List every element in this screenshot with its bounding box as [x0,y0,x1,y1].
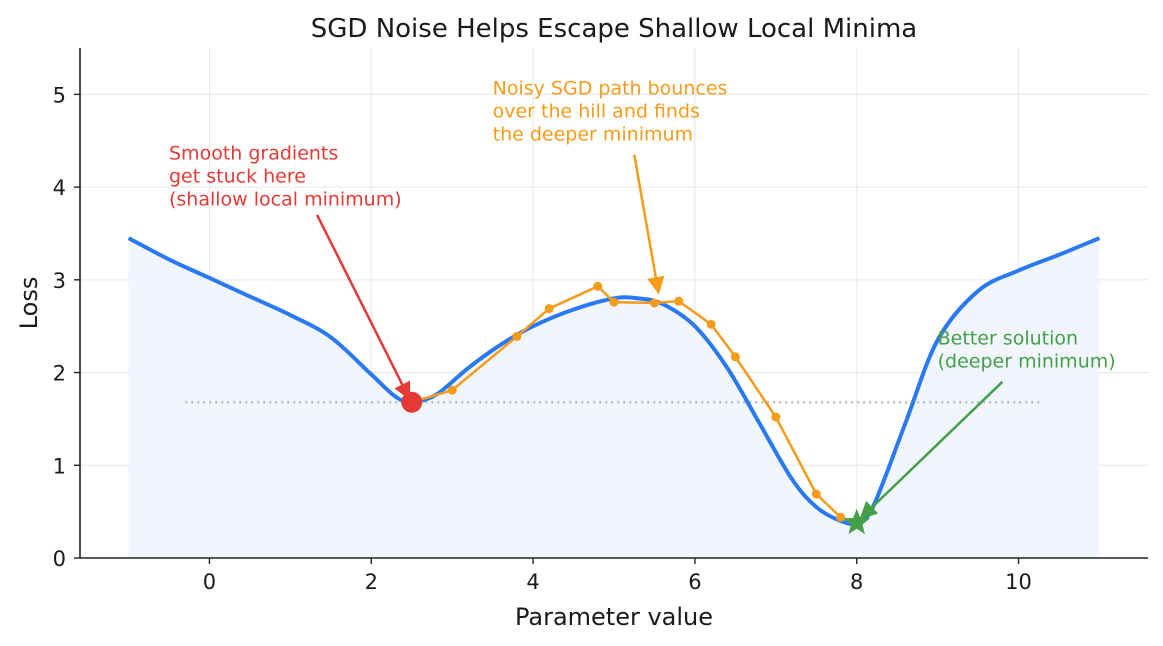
chart-title: SGD Noise Helps Escape Shallow Local Min… [311,14,917,44]
x-tick-label: 6 [688,570,701,594]
x-tick-label: 8 [850,570,863,594]
annotation-line: Noisy SGD path bounces [493,77,728,99]
local-minimum-marker [401,391,423,413]
sgd-point [730,352,740,362]
y-axis-label: Loss [15,277,43,330]
x-tick-label: 0 [203,570,216,594]
x-tick-label: 10 [1005,570,1032,594]
sgd-point [593,281,603,291]
annotation-global-text: Better solution (deeper minimum) [938,328,1116,373]
annotation-line: Smooth gradients [169,142,338,164]
sgd-path-line [411,285,858,524]
annotation-line: the deeper minimum [493,123,693,145]
y-tick-label: 1 [53,454,66,478]
annotation-line: over the hill and finds [493,100,700,122]
y-axis-ticks: 0 1 2 3 4 5 [53,83,80,571]
sgd-point [609,297,619,307]
annotation-local-arrow [315,214,411,401]
annotation-line: Better solution [938,328,1078,350]
annotations: Smooth gradients get stuck here (shallow l… [169,77,1116,520]
annotation-sgd-arrow [632,154,665,295]
annotation-sgd-text: Noisy SGD path bounces over the hill and … [493,77,728,145]
sgd-point [649,298,659,308]
sgd-point [447,385,457,395]
annotation-line: get stuck here [169,165,306,187]
annotation-local-text: Smooth gradients get stuck here (shallow l… [169,142,402,210]
annotation-line: (shallow local minimum) [169,188,402,210]
sgd-point [674,296,684,306]
y-tick-label: 3 [53,269,66,293]
axes [79,48,1148,559]
sgd-point [512,331,522,341]
sgd-point [836,512,846,522]
sgd-path-group [411,281,858,524]
y-tick-label: 2 [53,362,66,386]
x-tick-label: 2 [365,570,378,594]
sgd-point [544,304,554,314]
y-tick-label: 4 [53,176,66,200]
annotation-global-arrow [859,380,1004,520]
sgd-point [771,412,781,422]
sgd-point [706,319,716,329]
global-minimum-star [843,508,871,535]
loss-curve [127,236,1101,526]
x-axis-label: Parameter value [515,603,713,631]
sgd-point [811,489,821,499]
x-axis-ticks: 0 2 4 6 8 10 [203,558,1032,594]
annotation-line: (deeper minimum) [938,351,1116,373]
y-tick-label: 5 [53,83,66,107]
x-tick-label: 4 [526,570,539,594]
y-tick-label: 0 [53,547,66,571]
loss-fill-area [128,238,1100,558]
